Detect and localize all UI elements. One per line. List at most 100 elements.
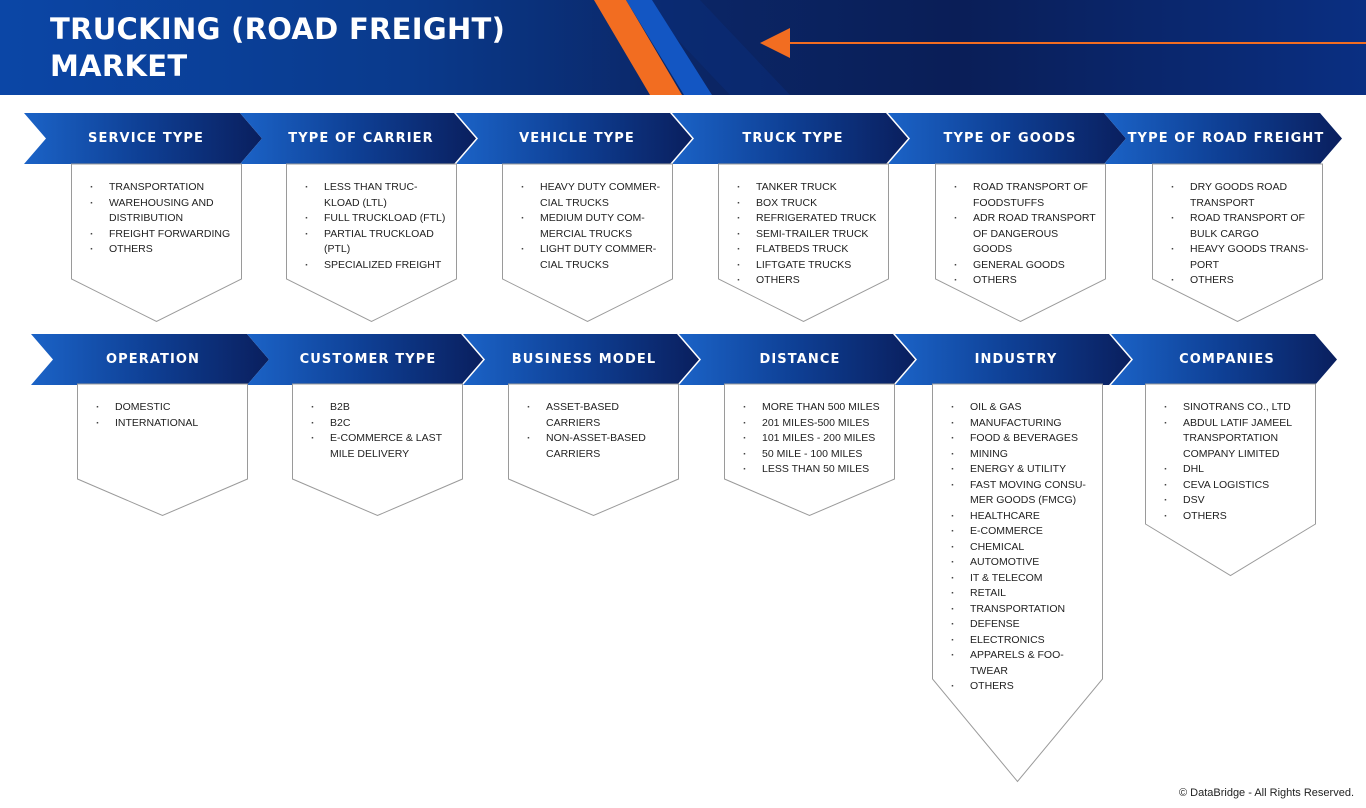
category-title: BUSINESS MODEL [511, 352, 657, 367]
category-title: COMPANIES [1179, 352, 1275, 367]
list-item: MANUFACTURING [951, 416, 1095, 432]
copyright-notice: © DataBridge - All Rights Reserved. [1178, 787, 1354, 799]
list-item: MORE THAN 500 MILES [743, 400, 892, 416]
list-item: DSV [1164, 493, 1308, 509]
list-item: HEAVY DUTY COMMER-CIAL TRUCKS [521, 180, 665, 211]
content-box-type-of-road-freight: DRY GOODS ROAD TRANSPORT ROAD TRANSPORT … [1152, 163, 1323, 323]
item-list: DOMESTIC INTERNATIONAL [96, 400, 240, 432]
category-header-truck-type: TRUCK TYPE [672, 113, 908, 164]
list-item: ABDUL LATIF JAMEEL TRANSPORTATION COMPAN… [1164, 416, 1308, 463]
category-title: TRUCK TYPE [742, 131, 844, 146]
category-title: TYPE OF CARRIER [288, 131, 434, 146]
list-item: CHEMICAL [951, 540, 1095, 556]
title-line-2: MARKET [50, 49, 188, 83]
list-item: NON-ASSET-BASED CARRIERS [527, 431, 676, 462]
list-item: REFRIGERATED TRUCK [737, 211, 881, 227]
list-item: BOX TRUCK [737, 196, 881, 212]
category-header-industry: INDUSTRY [895, 334, 1131, 385]
list-item: DEFENSE [951, 617, 1095, 633]
category-title: DISTANCE [759, 352, 841, 367]
list-item: E-COMMERCE [951, 524, 1095, 540]
list-item: HEAVY GOODS TRANS-PORT [1171, 242, 1315, 273]
list-item: OTHERS [1171, 273, 1315, 289]
list-item: ASSET-BASED CARRIERS [527, 400, 676, 431]
list-item: OTHERS [1164, 509, 1308, 525]
content-box-service-type: TRANSPORTATION WAREHOUSING AND DISTRIBUT… [71, 163, 242, 323]
list-item: FREIGHT FORWARDING [90, 227, 234, 243]
list-item: FAST MOVING CONSU-MER GOODS (FMCG) [951, 478, 1095, 509]
list-item: OTHERS [951, 679, 1095, 695]
list-item: APPARELS & FOO-TWEAR [951, 648, 1095, 679]
category-title: TYPE OF ROAD FREIGHT [1127, 131, 1325, 146]
list-item: SEMI-TRAILER TRUCK [737, 227, 881, 243]
list-item: HEALTHCARE [951, 509, 1095, 525]
category-header-companies: COMPANIES [1111, 334, 1337, 385]
item-list: SINOTRANS CO., LTD ABDUL LATIF JAMEEL TR… [1164, 400, 1308, 525]
item-list: LESS THAN TRUC-KLOAD (LTL) FULL TRUCKLOA… [305, 180, 449, 274]
list-item: TRANSPORTATION [951, 602, 1095, 618]
list-item: INTERNATIONAL [96, 416, 240, 432]
content-box-distance: MORE THAN 500 MILES 201 MILES-500 MILES … [724, 383, 895, 517]
list-item: OIL & GAS [951, 400, 1095, 416]
content-box-truck-type: TANKER TRUCK BOX TRUCK REFRIGERATED TRUC… [718, 163, 889, 323]
list-item: DOMESTIC [96, 400, 240, 416]
item-list: TANKER TRUCK BOX TRUCK REFRIGERATED TRUC… [737, 180, 881, 289]
list-item: OTHERS [90, 242, 234, 258]
item-list: ROAD TRANSPORT OF FOODSTUFFS ADR ROAD TR… [954, 180, 1098, 289]
category-title: TYPE OF GOODS [943, 131, 1077, 146]
item-list: DRY GOODS ROAD TRANSPORT ROAD TRANSPORT … [1171, 180, 1315, 289]
arrow-left-icon [760, 28, 790, 58]
list-item: RETAIL [951, 586, 1095, 602]
list-item: DRY GOODS ROAD TRANSPORT [1171, 180, 1315, 211]
list-item: TRANSPORTATION [90, 180, 234, 196]
category-header-operation: OPERATION [31, 334, 269, 385]
item-list: ASSET-BASED CARRIERS NON-ASSET-BASED CAR… [527, 400, 676, 462]
list-item: MEDIUM DUTY COM-MERCIAL TRUCKS [521, 211, 665, 242]
orange-stripe [594, 0, 682, 95]
item-list: B2B B2C E-COMMERCE & LAST MILE DELIVERY [311, 400, 455, 462]
category-header-distance: DISTANCE [679, 334, 915, 385]
category-header-customer-type: CUSTOMER TYPE [247, 334, 483, 385]
list-item: FOOD & BEVERAGES [951, 431, 1095, 447]
list-item: OTHERS [954, 273, 1098, 289]
item-list: TRANSPORTATION WAREHOUSING AND DISTRIBUT… [90, 180, 234, 258]
blue-stripe [626, 0, 712, 95]
category-header-type-of-goods: TYPE OF GOODS [888, 113, 1126, 164]
title-line-1: TRUCKING (ROAD FREIGHT) [50, 12, 506, 46]
list-item: 201 MILES-500 MILES [743, 416, 892, 432]
item-list: HEAVY DUTY COMMER-CIAL TRUCKS MEDIUM DUT… [521, 180, 665, 273]
content-box-type-of-goods: ROAD TRANSPORT OF FOODSTUFFS ADR ROAD TR… [935, 163, 1106, 323]
header-decoration [594, 0, 1366, 95]
content-box-operation: DOMESTIC INTERNATIONAL [77, 383, 248, 517]
category-title: INDUSTRY [974, 352, 1058, 367]
content-box-industry: OIL & GAS MANUFACTURING FOOD & BEVERAGES… [932, 383, 1103, 783]
list-item: ENERGY & UTILITY [951, 462, 1095, 478]
list-item: FLATBEDS TRUCK [737, 242, 881, 258]
list-item: SINOTRANS CO., LTD [1164, 400, 1308, 416]
list-item: LIFTGATE TRUCKS [737, 258, 881, 274]
category-header-type-of-carrier: TYPE OF CARRIER [240, 113, 476, 164]
list-item: MINING [951, 447, 1095, 463]
page-title: TRUCKING (ROAD FREIGHT) MARKET [50, 11, 570, 85]
category-header-type-of-road-freight: TYPE OF ROAD FREIGHT [1104, 113, 1342, 164]
list-item: ROAD TRANSPORT OF BULK CARGO [1171, 211, 1315, 242]
list-item: CEVA LOGISTICS [1164, 478, 1308, 494]
category-header-vehicle-type: VEHICLE TYPE [456, 113, 692, 164]
list-item: B2B [311, 400, 455, 416]
category-title: OPERATION [105, 352, 201, 367]
list-item: DHL [1164, 462, 1308, 478]
category-header-service-type: SERVICE TYPE [24, 113, 262, 164]
content-box-customer-type: B2B B2C E-COMMERCE & LAST MILE DELIVERY [292, 383, 463, 517]
category-title: SERVICE TYPE [88, 131, 204, 146]
content-box-companies: SINOTRANS CO., LTD ABDUL LATIF JAMEEL TR… [1145, 383, 1316, 577]
list-item: SPECIALIZED FREIGHT [305, 258, 449, 274]
item-list: OIL & GAS MANUFACTURING FOOD & BEVERAGES… [951, 400, 1095, 695]
content-box-vehicle-type: HEAVY DUTY COMMER-CIAL TRUCKS MEDIUM DUT… [502, 163, 673, 323]
category-header-business-model: BUSINESS MODEL [463, 334, 699, 385]
category-title: VEHICLE TYPE [519, 131, 635, 146]
list-item: E-COMMERCE & LAST MILE DELIVERY [311, 431, 455, 462]
content-box-business-model: ASSET-BASED CARRIERS NON-ASSET-BASED CAR… [508, 383, 679, 517]
list-item: FULL TRUCKLOAD (FTL) [305, 211, 449, 227]
list-item: LIGHT DUTY COMMER-CIAL TRUCKS [521, 242, 665, 273]
list-item: ELECTRONICS [951, 633, 1095, 649]
